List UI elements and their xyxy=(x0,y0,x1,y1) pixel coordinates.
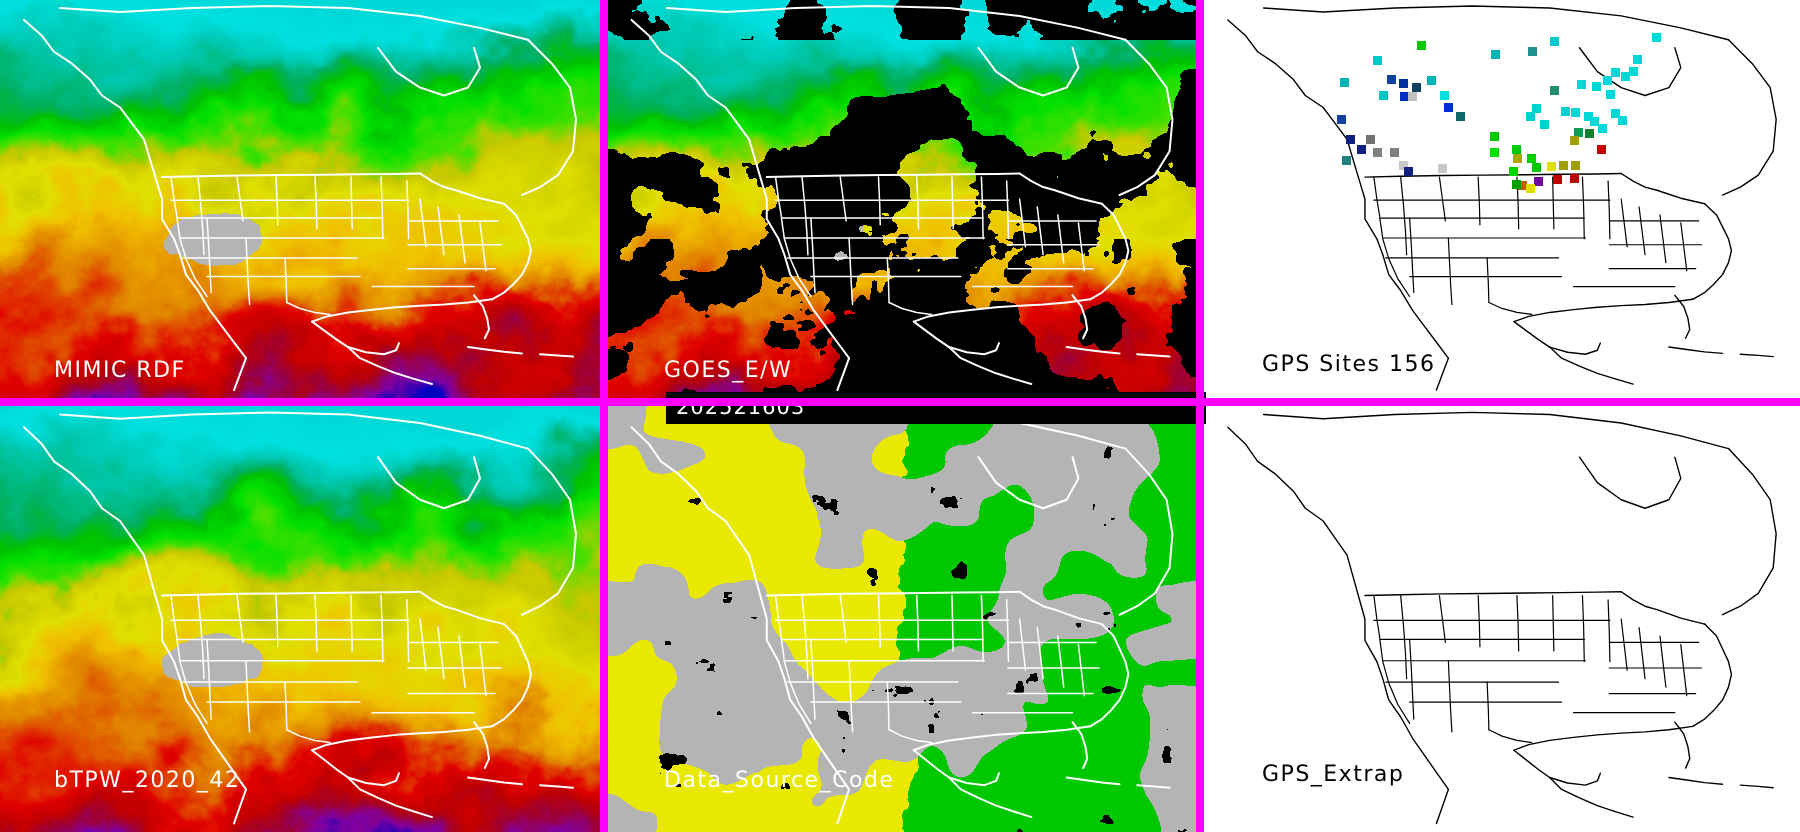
panel-data-source-code[interactable] xyxy=(608,406,1196,832)
divider-vertical-left xyxy=(600,0,608,832)
panel-gps-sites[interactable] xyxy=(1204,0,1800,398)
divider-horizontal xyxy=(0,398,1800,406)
panel-btpw[interactable] xyxy=(0,406,600,832)
panel-gps-extrap[interactable] xyxy=(1204,406,1800,832)
panel-goes-ew[interactable] xyxy=(608,0,1196,398)
divider-vertical-right xyxy=(1196,0,1204,832)
timestamp-label: 202521603 xyxy=(666,392,1206,424)
panel-mimic-rdf[interactable] xyxy=(0,0,600,398)
